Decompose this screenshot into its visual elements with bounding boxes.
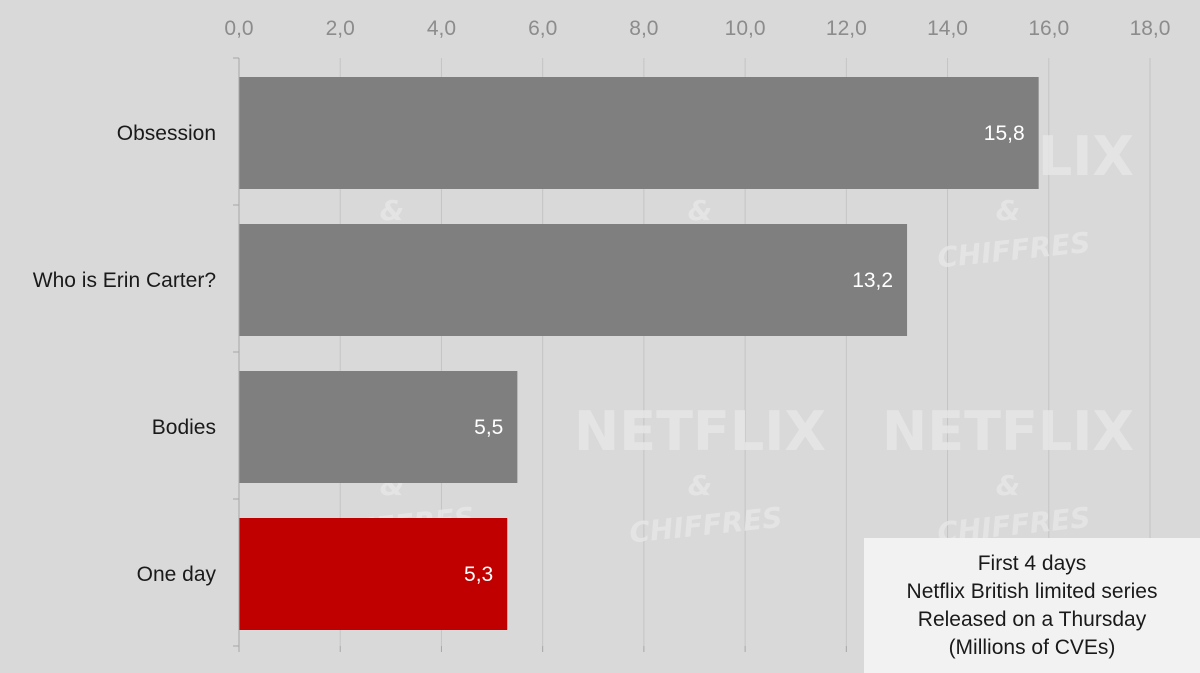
watermark-amp: & bbox=[688, 194, 712, 227]
x-tick-label: 12,0 bbox=[826, 17, 867, 40]
watermark-subtitle: CHIFFRES bbox=[936, 226, 1092, 275]
x-tick-label: 6,0 bbox=[528, 17, 557, 40]
x-tick-label: 2,0 bbox=[326, 17, 355, 40]
x-tick-label: 16,0 bbox=[1028, 17, 1069, 40]
category-label: Obsession bbox=[117, 122, 216, 145]
note-line: Released on a Thursday bbox=[917, 607, 1147, 631]
x-tick-label: 0,0 bbox=[224, 17, 253, 40]
bar-value-label: 13,2 bbox=[852, 269, 893, 292]
note-line: Netflix British limited series bbox=[906, 579, 1158, 603]
watermark-logo: NETFLIX&CHIFFRES bbox=[882, 400, 1134, 550]
watermark-logo: NETFLIX &CHIFFRES bbox=[574, 400, 826, 550]
watermark-amp: & bbox=[688, 469, 712, 502]
bars bbox=[239, 77, 1039, 630]
bar-value-label: 5,5 bbox=[474, 416, 503, 439]
x-tick-label: 10,0 bbox=[725, 17, 766, 40]
bar bbox=[239, 77, 1039, 189]
note-line: First 4 days bbox=[977, 551, 1087, 575]
category-label: Who is Erin Carter? bbox=[33, 269, 216, 292]
watermark-amp: & bbox=[380, 194, 404, 227]
chart-note-box: First 4 days Netflix British limited ser… bbox=[864, 538, 1200, 673]
bar-value-label: 5,3 bbox=[464, 563, 493, 586]
x-tick-label: 14,0 bbox=[927, 17, 968, 40]
category-label: Bodies bbox=[152, 416, 216, 439]
bar-value-label: 15,8 bbox=[984, 122, 1025, 145]
note-line: (Millions of CVEs) bbox=[948, 635, 1116, 659]
x-tick-label: 4,0 bbox=[427, 17, 456, 40]
x-tick-label: 18,0 bbox=[1130, 17, 1171, 40]
x-tick-label: 8,0 bbox=[629, 17, 658, 40]
category-label: One day bbox=[137, 563, 217, 586]
watermark-title: NETFLIX bbox=[574, 400, 826, 463]
watermark-amp: & bbox=[996, 194, 1020, 227]
watermark-title: NETFLIX bbox=[882, 400, 1134, 463]
bar bbox=[239, 371, 518, 483]
bar bbox=[239, 518, 508, 630]
labels: 0,0 2,0 4,0 6,0 8,0 10,0 12,0 14,0 16,0 18,0 15,8 O… bbox=[33, 17, 1171, 586]
watermark-amp: & bbox=[996, 469, 1020, 502]
bar bbox=[239, 224, 908, 336]
watermark-subtitle: CHIFFRES bbox=[628, 501, 784, 550]
